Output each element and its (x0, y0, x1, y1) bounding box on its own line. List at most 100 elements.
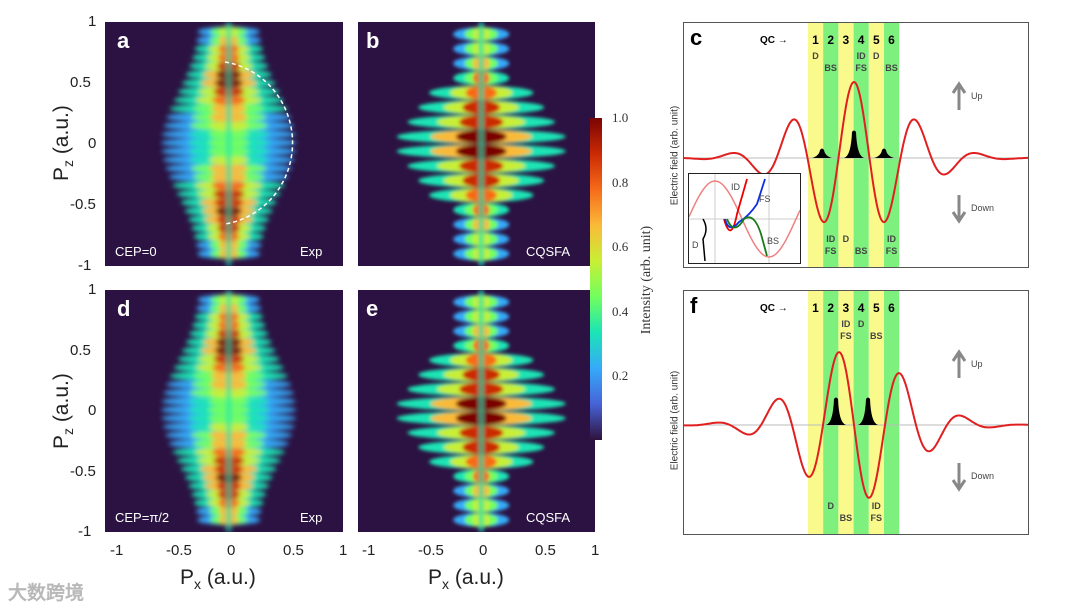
mechanism-label: FS (885, 246, 898, 256)
mechanism-label (838, 500, 853, 512)
panel-label: f (690, 293, 698, 318)
field-panel-f: Up Down f QC → 1 2 D 3 ID FS BS 4 D 5 BS ID FS 6 (683, 290, 1029, 535)
qc-number: 5 (872, 301, 880, 315)
mechanism-label: D (873, 51, 880, 61)
ionization-burst (858, 397, 878, 425)
mechanism-label: BS (854, 246, 868, 256)
top-labels: D (869, 50, 884, 62)
top-labels: BS (884, 50, 899, 74)
qc-stripe (884, 291, 900, 534)
source-label: Exp (300, 510, 323, 525)
x-label-main: P (180, 566, 195, 589)
qc-number: 2 (827, 301, 835, 315)
qc-stripe (853, 291, 869, 534)
trajectory-d (702, 218, 707, 262)
bottom-labels: ID FS (823, 233, 838, 257)
mechanism-label: FS (840, 331, 852, 341)
panel-label: a (117, 28, 130, 53)
top-labels: ID FS (854, 50, 869, 74)
bottom-labels: D (823, 500, 838, 512)
panel-label: c (690, 25, 703, 50)
heatmap-e: e CQSFA (358, 290, 595, 532)
qc-stripe (838, 291, 854, 534)
qc-stripe (868, 23, 884, 267)
up-label: Up (971, 359, 983, 369)
ionization-burst (844, 130, 864, 158)
bottom-labels: BS (854, 233, 869, 257)
y-axis-label: Pz (a.u.) (50, 356, 76, 466)
colorbar-label: Intensity (arb. unit) (639, 225, 654, 335)
mechanism-label: ID (887, 234, 896, 244)
qc-number: 4 (857, 301, 865, 315)
qc-stripe (853, 23, 869, 267)
x-label-main: P (428, 566, 443, 589)
x-tick-label: 0 (227, 542, 236, 559)
x-tick-label: -0.5 (418, 542, 444, 559)
x-tick-label: 1 (591, 542, 600, 559)
y-tick-label: 0 (88, 402, 97, 419)
qc-stripe (838, 23, 854, 267)
qc-stripe (808, 291, 824, 534)
x-label-unit: (a.u.) (201, 566, 256, 589)
heatmap-b: b CQSFA (358, 22, 595, 266)
y-tick-label: 1 (88, 281, 97, 298)
colorbar-tick: 0.6 (612, 239, 629, 254)
ionization-burst (812, 148, 832, 158)
mechanism-label (854, 233, 869, 245)
mechanism-label: ID (841, 319, 851, 329)
mechanism-label: FS (824, 246, 837, 256)
cep-label: CEP=0 (115, 244, 157, 259)
mechanism-label (869, 318, 884, 330)
down-label: Down (971, 471, 995, 481)
up-arrow-icon (951, 81, 967, 110)
qc-stripe (823, 291, 839, 534)
mechanism-label (823, 50, 838, 62)
x-tick-label: -1 (362, 542, 376, 559)
trajectory-id (723, 178, 748, 232)
y-tick-label: 0.5 (70, 74, 91, 91)
ionization-burst (874, 148, 894, 158)
mechanism-label: FS (855, 63, 867, 73)
ionization-burst (826, 397, 846, 425)
down-arrow-icon (951, 463, 967, 492)
qc-number: 1 (812, 33, 819, 47)
top-labels: BS (823, 50, 838, 74)
bottom-labels: D (838, 233, 853, 245)
source-label: CQSFA (526, 244, 571, 259)
cep-label: CEP=π/2 (115, 510, 170, 525)
bottom-labels: ID FS (869, 500, 884, 524)
colorbar-tick: 0.8 (612, 174, 629, 190)
up-label: Up (971, 91, 983, 101)
mechanism-label (884, 50, 899, 62)
x-tick-label: 0 (479, 542, 488, 559)
mechanism-label: D (812, 51, 819, 61)
y-tick-label: -0.5 (70, 196, 96, 213)
y-label-main: P (49, 167, 73, 182)
down-label: Down (971, 203, 995, 213)
x-axis-label: Px (a.u.) (428, 566, 504, 592)
qc-label: QC → (760, 35, 788, 46)
x-tick-label: -1 (110, 542, 124, 559)
qc-number: 3 (842, 33, 850, 47)
mechanism-label: BS (839, 513, 853, 523)
qc-number: 2 (827, 33, 835, 47)
y-label-main: P (49, 435, 73, 450)
x-tick-label: -0.5 (166, 542, 192, 559)
panel-label: d (117, 296, 131, 321)
field-panel-c: Up Down c QC → 1 D 2 BS ID FS 3 D 4 ID FS BS 5 D 6 BS ID FS ID… (683, 22, 1029, 268)
mechanism-label: ID (826, 234, 836, 244)
x-tick-label: 1 (339, 542, 348, 559)
up-arrow-icon (951, 349, 967, 378)
inset-label: ID (731, 182, 740, 192)
mechanism-label: ID (871, 501, 881, 511)
top-labels: D (854, 318, 869, 330)
trajectory-inset: ID FS D BS (688, 173, 801, 264)
inset-label: D (692, 240, 699, 250)
heatmap-a: a CEP=0 Exp (105, 22, 343, 266)
field-sine (689, 180, 800, 258)
mechanism-label: D (827, 501, 834, 511)
y-label-sub: z (60, 160, 77, 168)
qc-stripe (823, 23, 839, 267)
inset-label: BS (767, 236, 780, 246)
colorbar-tick: 0.4 (612, 303, 629, 319)
